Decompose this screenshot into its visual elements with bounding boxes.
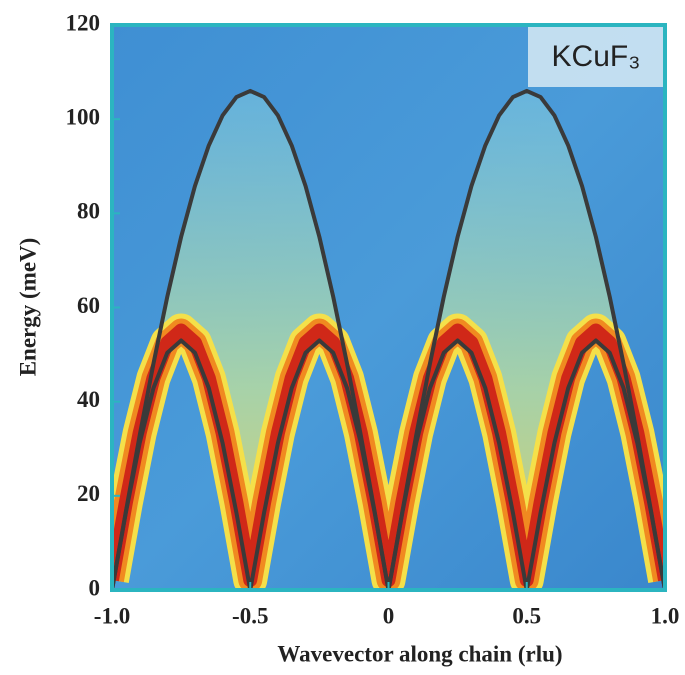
y-tick-label: 60 bbox=[77, 293, 100, 318]
x-tick-label: 0 bbox=[383, 603, 395, 628]
x-tick-label: 0.5 bbox=[512, 603, 541, 628]
continuum-area bbox=[112, 90, 665, 590]
boundary-line bbox=[112, 338, 665, 590]
y-tick-label: 0 bbox=[89, 575, 101, 600]
y-tick-label: 20 bbox=[77, 481, 100, 506]
annotation-box bbox=[528, 25, 665, 87]
x-tick-label: 1.0 bbox=[651, 603, 680, 628]
plot-layer bbox=[112, 88, 665, 590]
y-axis-label: Energy (meV) bbox=[15, 238, 40, 377]
y-tick-label: 100 bbox=[66, 104, 101, 129]
boundary-line bbox=[112, 88, 665, 590]
y-tick-label: 120 bbox=[66, 10, 101, 35]
y-tick-label: 80 bbox=[77, 199, 100, 224]
x-tick-label: -1.0 bbox=[94, 603, 130, 628]
x-tick-label: -0.5 bbox=[232, 603, 268, 628]
y-tick-label: 40 bbox=[77, 387, 100, 412]
x-axis-label: Wavevector along chain (rlu) bbox=[277, 641, 562, 666]
annotation: KCuF₃ bbox=[552, 40, 641, 73]
